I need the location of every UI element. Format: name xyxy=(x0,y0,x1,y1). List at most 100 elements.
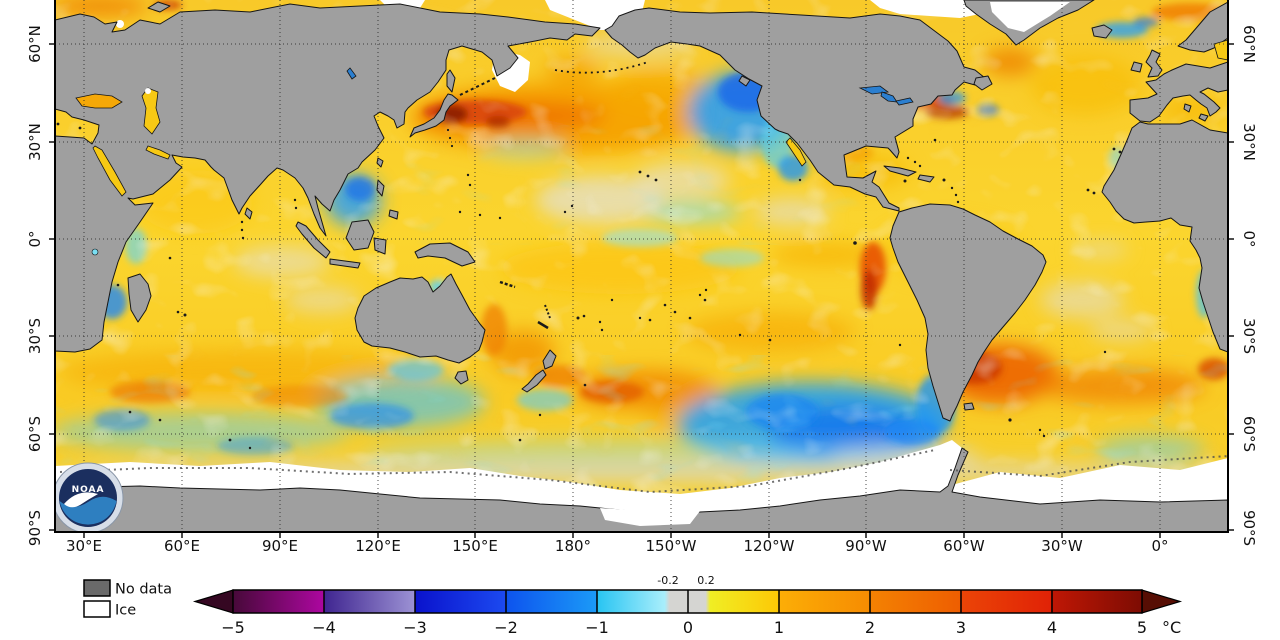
lon-label: 90°E xyxy=(262,537,298,555)
landmass-eurasia-africa-east xyxy=(55,3,601,353)
colorbar-unit: °C xyxy=(1162,618,1181,637)
colorbar-left-arrow-icon xyxy=(192,589,234,614)
greenland-ice-sheet xyxy=(990,2,1070,32)
lon-label: 60°W xyxy=(943,537,985,555)
cb-tick: −1 xyxy=(585,618,609,637)
lat-label: 0° xyxy=(26,230,44,247)
lat-label: 60°N xyxy=(26,25,44,63)
colorbar: -0.2 0.2 −5 −4 −3 −2 −1 0 1 2 3 4 5 °C xyxy=(192,574,1183,637)
land-layer xyxy=(55,0,1228,532)
map-frame xyxy=(54,0,1229,533)
axis-ticks xyxy=(49,43,1234,538)
lon-label: 0° xyxy=(1151,537,1168,555)
lat-label: 60°N xyxy=(1240,25,1258,63)
cb-tick: 3 xyxy=(956,618,966,637)
cb-tick: −4 xyxy=(312,618,336,637)
noaa-logo-sea xyxy=(59,496,117,525)
landmass-great-britain xyxy=(1145,49,1163,78)
landmass-novaya-zemlya xyxy=(147,1,171,13)
new-caledonia xyxy=(537,320,549,330)
cb-tick: 1 xyxy=(774,618,784,637)
landmass-new-guinea xyxy=(414,242,476,267)
baltic-sea xyxy=(1213,39,1228,61)
white-sea-ice xyxy=(116,20,124,28)
landmass-luzon xyxy=(376,179,385,197)
landmass-antarctica xyxy=(55,447,1228,532)
persian-gulf xyxy=(145,145,171,160)
islands-layer xyxy=(56,61,1122,450)
landmass-madagascar xyxy=(127,273,152,323)
landmass-africa-west xyxy=(1101,119,1228,353)
landmass-java xyxy=(329,258,361,269)
landmass-newfoundland xyxy=(973,75,993,91)
landmass-sulawesi xyxy=(373,237,387,255)
legend: No data Ice xyxy=(83,579,172,619)
cb-tick: −5 xyxy=(221,618,245,637)
lat-label: 60°S xyxy=(26,416,44,452)
no-data-swatch xyxy=(83,579,111,597)
lakes-layer xyxy=(75,39,1228,256)
landmass-nz-south xyxy=(521,369,547,393)
caspian-sea xyxy=(141,87,161,135)
latitude-labels-right: 60°N 30°N 0° 30°S 60°S 90°S xyxy=(1240,25,1258,546)
graticule xyxy=(55,0,1228,532)
lon-label: 150°E xyxy=(452,537,498,555)
landmass-japan xyxy=(409,93,459,138)
landmass-europe-mainland xyxy=(1129,61,1228,123)
cb-tick: 2 xyxy=(865,618,875,637)
lakes-michigan-huron xyxy=(880,91,898,103)
cb-tick: −3 xyxy=(403,618,427,637)
colorbar-right-arrow-icon xyxy=(1141,589,1183,614)
lon-label: 120°W xyxy=(744,537,795,555)
landmass-sakhalin xyxy=(446,69,456,93)
solomon-islands xyxy=(499,280,516,289)
lat-label: 30°S xyxy=(26,318,44,354)
lon-label: 60°E xyxy=(164,537,200,555)
lat-label: 60°S xyxy=(1240,416,1258,452)
lake-baikal xyxy=(346,67,357,80)
warm-speckle-texture-south xyxy=(55,330,1228,460)
landmass-sri-lanka xyxy=(244,207,253,220)
landmass-borneo xyxy=(345,219,375,251)
cb-tick: −2 xyxy=(494,618,518,637)
landmass-tasmania xyxy=(454,370,469,385)
landmass-falklands xyxy=(963,402,975,411)
noaa-logo-bird-icon xyxy=(64,492,98,508)
noaa-logo-text: NOAA xyxy=(72,485,105,495)
lon-label: 30°W xyxy=(1041,537,1083,555)
landmass-mindanao xyxy=(388,209,399,220)
caspian-north-ice xyxy=(145,88,151,94)
kuril-islands xyxy=(459,77,496,96)
landmass-north-america xyxy=(604,7,986,212)
longitude-labels: 30°E 60°E 90°E 120°E 150°E 180° 150°W 12… xyxy=(66,537,1169,555)
landmass-hispaniola xyxy=(917,174,935,183)
red-sea xyxy=(92,145,127,197)
colorbar-zero-band-high: 0.2 xyxy=(697,574,715,587)
lake-victoria xyxy=(91,248,99,256)
lakes-erie-ontario xyxy=(895,97,914,106)
latitude-labels-left: 60°N 30°N 0° 30°S 60°S 90°S xyxy=(26,25,44,546)
landmass-south-america xyxy=(889,203,1047,422)
landmass-australia xyxy=(354,273,486,364)
ice-label: Ice xyxy=(115,603,136,619)
landmass-nz-north xyxy=(542,349,557,370)
lon-label: 90°W xyxy=(845,537,887,555)
noaa-logo: NOAA xyxy=(55,462,124,532)
lat-label: 90°S xyxy=(26,510,44,546)
aleutian-islands xyxy=(554,61,649,74)
cb-tick: 4 xyxy=(1047,618,1057,637)
lat-label: 90°S xyxy=(1240,510,1258,546)
lake-superior xyxy=(858,85,890,95)
colorbar-zero-band-low: -0.2 xyxy=(657,574,678,587)
world-map: NOAA xyxy=(55,0,1228,532)
cb-tick: 5 xyxy=(1137,618,1147,637)
black-sea xyxy=(75,93,123,109)
landmass-cuba xyxy=(883,165,917,177)
ross-ice-shelf xyxy=(600,508,700,526)
colorbar-dividers xyxy=(323,590,1053,613)
colorbar-border xyxy=(232,589,1143,614)
landmass-sumatra xyxy=(295,221,331,259)
landmass-ireland xyxy=(1130,61,1143,73)
landmass-scandinavia xyxy=(1177,1,1228,53)
